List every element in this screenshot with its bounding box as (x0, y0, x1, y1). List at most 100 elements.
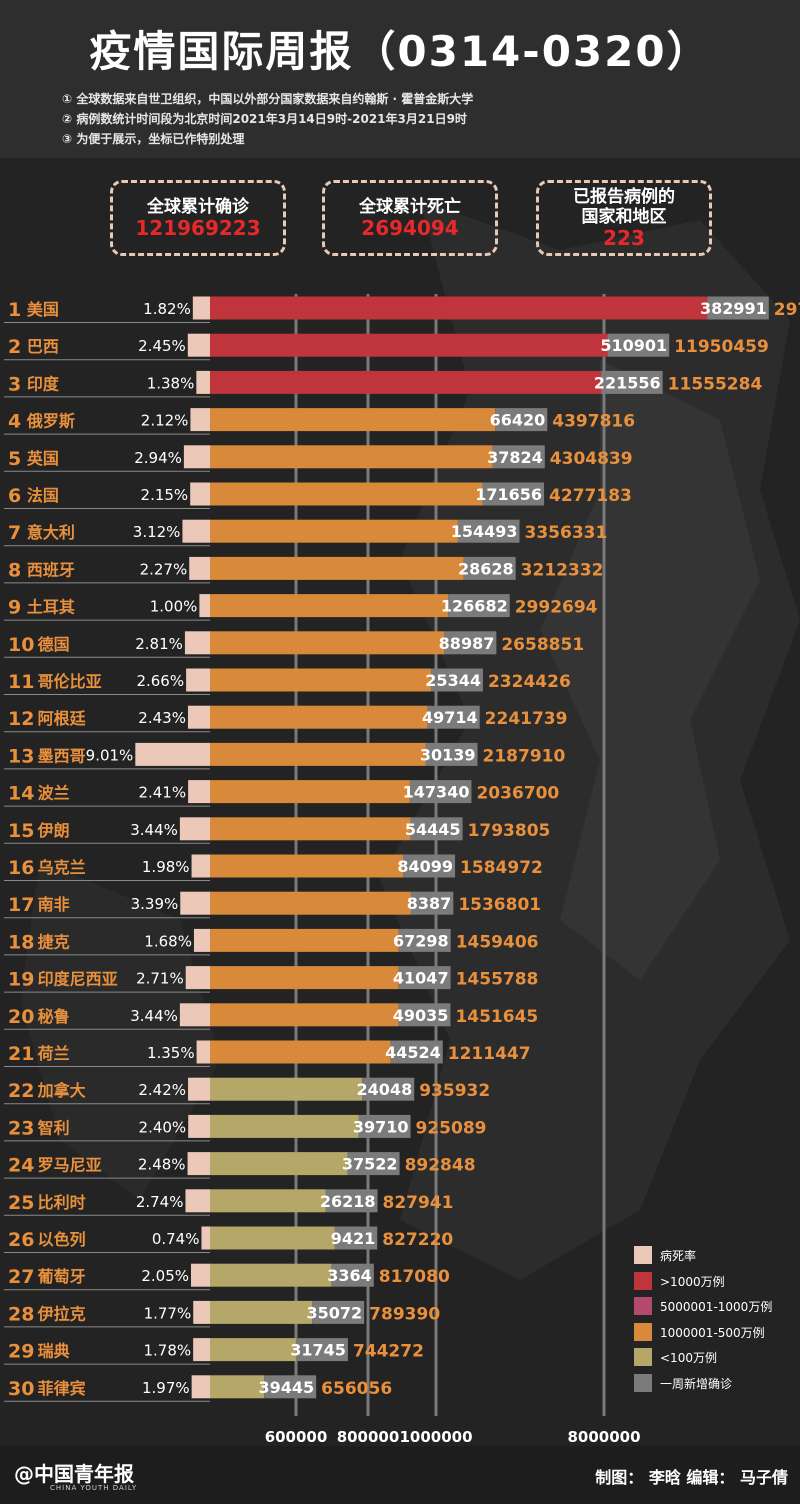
weekly-new-label: 37824 (487, 448, 543, 467)
total-cases-bar (210, 631, 445, 655)
legend-swatch (634, 1297, 652, 1315)
weekly-new-bar (325, 1189, 378, 1213)
weekly-new-bar (430, 668, 483, 692)
weekly-new-bar (398, 928, 451, 952)
total-cases-label: 925089 (416, 1118, 487, 1138)
weekly-new-label: 3364 (327, 1266, 372, 1285)
weekly-new-label: 39445 (259, 1378, 315, 1397)
fatality-bar (199, 594, 210, 618)
rank-label: 20 (8, 1006, 34, 1028)
fatality-bar (191, 1375, 210, 1399)
weekly-new-bar (409, 780, 472, 804)
weekly-new-label: 31745 (290, 1341, 346, 1360)
fatality-label: 2.48% (138, 1156, 186, 1174)
weekly-new-bar (403, 854, 456, 878)
fatality-bar (135, 742, 210, 766)
country-name: 墨西哥 (38, 746, 86, 765)
country-name: 印度尼西亚 (38, 970, 118, 989)
fatality-bar (191, 854, 210, 878)
weekly-new-label: 88987 (439, 634, 495, 653)
page-title: 疫情国际周报（0314-0320） (89, 27, 711, 76)
fatality-bar (192, 296, 210, 320)
fatality-bar (188, 1077, 210, 1101)
weekly-new-bar (334, 1226, 378, 1250)
country-name: 法国 (27, 486, 59, 505)
fatality-label: 1.00% (150, 598, 198, 616)
weekly-new-label: 41047 (393, 969, 449, 988)
fatality-label: 2.12% (141, 412, 189, 430)
weekly-new-label: 44524 (385, 1043, 441, 1062)
weekly-new-label: 8387 (407, 894, 452, 913)
weekly-new-bar (492, 445, 545, 469)
fatality-label: 2.74% (136, 1193, 184, 1211)
fatality-label: 1.98% (142, 858, 190, 876)
weekly-new-bar (463, 556, 516, 580)
weekly-new-label: 25344 (425, 671, 481, 690)
fatality-bar (190, 408, 210, 432)
legend-swatch (634, 1271, 652, 1290)
weekly-new-label: 26218 (320, 1192, 376, 1211)
total-cases-bar (210, 1263, 332, 1287)
weekly-new-bar (448, 594, 510, 618)
legend-label: 病死率 (660, 1249, 697, 1263)
total-cases-bar (210, 1338, 296, 1362)
fatality-label: 2.45% (138, 337, 186, 355)
rank-label: 21 (8, 1043, 34, 1065)
total-cases-bar (210, 1375, 265, 1399)
footer (0, 1446, 800, 1504)
fatality-label: 3.39% (131, 895, 179, 913)
weekly-new-label: 28628 (458, 559, 514, 578)
weekly-new-label: 66420 (490, 411, 546, 430)
fatality-bar (184, 631, 210, 655)
total-cases-bar (210, 333, 608, 357)
fatality-bar (188, 1114, 210, 1138)
weekly-new-label: 9421 (331, 1229, 376, 1248)
total-cases-bar (210, 705, 428, 729)
total-cases-label: 744272 (353, 1342, 424, 1362)
country-name: 以色列 (38, 1230, 86, 1249)
country-name: 比利时 (38, 1193, 86, 1212)
fatality-label: 2.71% (136, 970, 184, 988)
rank-label: 29 (8, 1341, 34, 1363)
total-cases-bar (210, 742, 426, 766)
weekly-new-label: 510901 (600, 336, 667, 355)
rank-label: 11 (8, 671, 34, 693)
total-cases-label: 3212332 (521, 560, 604, 580)
fatality-label: 1.77% (144, 1304, 192, 1322)
stat-value: 223 (603, 226, 645, 250)
total-cases-bar (210, 1300, 313, 1324)
country-name: 捷克 (38, 932, 70, 951)
fatality-bar (193, 928, 210, 952)
rank-label: 13 (8, 745, 34, 767)
rank-label: 1 (8, 299, 21, 321)
rank-label: 23 (8, 1117, 34, 1139)
note-period: ② 病例数统计时间段为北京时间2021年3月14日9时-2021年3月21日9时 (62, 112, 467, 126)
total-cases-bar (210, 519, 458, 543)
fatality-bar (179, 817, 210, 841)
fatality-bar (189, 556, 210, 580)
legend-label: 5000001-1000万例 (660, 1300, 773, 1314)
fatality-bar (187, 1152, 210, 1176)
fatality-bar (186, 668, 210, 692)
fatality-label: 1.35% (147, 1044, 195, 1062)
total-cases-bar (210, 370, 602, 394)
legend-swatch (634, 1373, 652, 1392)
total-cases-bar (210, 1077, 363, 1101)
credits: 制图： 李晗 编辑： 马子倩 (595, 1468, 788, 1487)
fatality-bar (183, 445, 210, 469)
country-name: 菲律宾 (38, 1379, 86, 1398)
fatality-bar (201, 1226, 210, 1250)
rank-label: 19 (8, 969, 34, 991)
rank-label: 22 (8, 1080, 34, 1102)
rank-label: 5 (8, 448, 21, 470)
weekly-new-bar (312, 1300, 365, 1324)
total-cases-bar (210, 854, 404, 878)
rank-label: 25 (8, 1192, 34, 1214)
country-name: 英国 (26, 449, 59, 468)
fatality-label: 2.43% (138, 709, 186, 727)
total-cases-label: 1455788 (456, 970, 539, 990)
weekly-new-label: 67298 (393, 931, 449, 950)
rank-label: 17 (8, 894, 34, 916)
